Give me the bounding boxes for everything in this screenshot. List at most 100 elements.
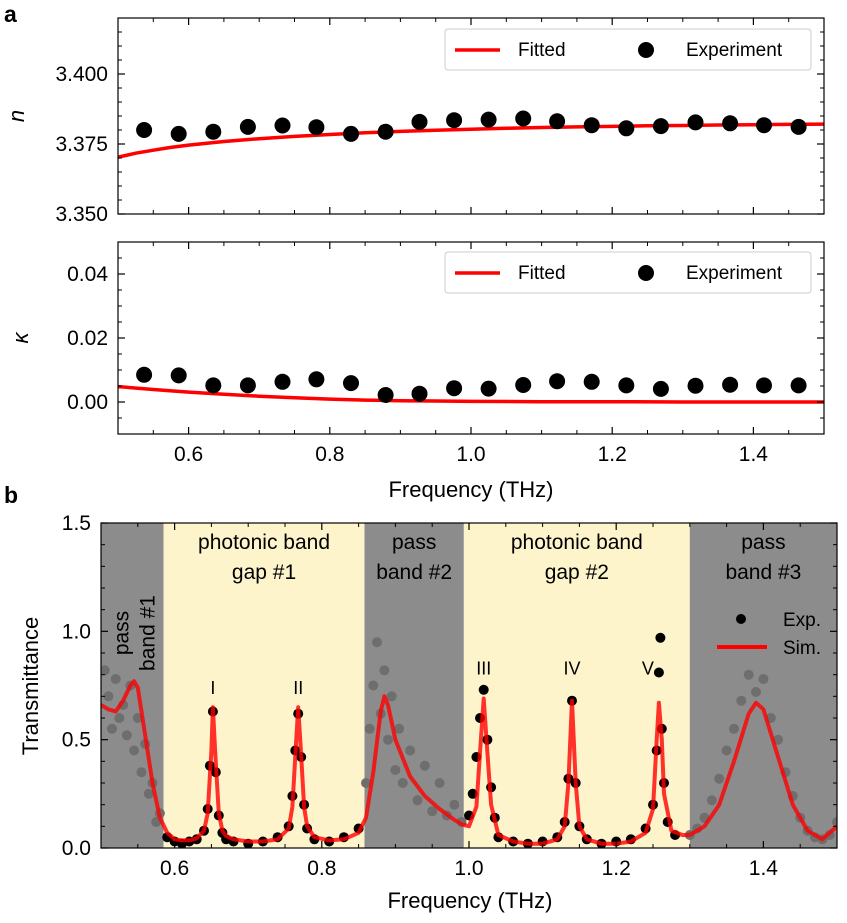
exp-point xyxy=(379,665,390,676)
experiment-point xyxy=(377,123,394,140)
experiment-point xyxy=(274,117,291,134)
experiment-point xyxy=(722,376,739,393)
exp-point xyxy=(114,713,125,723)
peak-label: I xyxy=(210,678,215,698)
exp-point xyxy=(655,632,666,643)
legend-transmittance: Exp. Sim. xyxy=(717,610,821,659)
experiment-point xyxy=(446,380,463,397)
experiment-point xyxy=(583,373,600,390)
region-gap xyxy=(163,523,365,848)
exp-point xyxy=(729,723,739,734)
ylabel-kappa: κ xyxy=(8,332,33,344)
exp-point xyxy=(405,745,416,756)
x-tick-label: 0.8 xyxy=(307,857,336,880)
experiment-point xyxy=(687,377,704,394)
exp-point xyxy=(653,667,664,678)
exp-point xyxy=(390,765,401,775)
y-tick-label: 0.04 xyxy=(67,263,108,286)
y-tick-label: 0.00 xyxy=(67,391,108,414)
y-tick-label: 3.350 xyxy=(55,203,108,226)
fitted-line xyxy=(118,122,824,159)
x-tick-label: 1.0 xyxy=(454,857,483,880)
chart-n: 3.350 3.375 3.400 n Fitted Experiment xyxy=(4,17,825,226)
region-label-line: band #3 xyxy=(725,561,801,584)
experiment-point xyxy=(756,377,772,394)
experiment-point xyxy=(308,119,325,136)
region-label-line: photonic band xyxy=(511,531,643,554)
experiment-point xyxy=(790,377,807,394)
experiment-point xyxy=(790,118,807,135)
legend-label-sim: Sim. xyxy=(783,638,821,659)
region-label-line: pass xyxy=(110,611,133,655)
experiment-point xyxy=(722,115,739,132)
experiment-point xyxy=(446,112,463,129)
y-tick-label: 1.0 xyxy=(62,620,91,643)
experiment-point xyxy=(687,114,704,131)
legend-n: Fitted Experiment xyxy=(444,28,812,71)
region-label-line: pass xyxy=(741,531,785,554)
region-label-line: gap #1 xyxy=(232,561,296,584)
legend-label-fitted: Fitted xyxy=(518,263,566,284)
experiment-point xyxy=(652,380,669,397)
experiment-point xyxy=(515,377,532,393)
region-label-line: photonic band xyxy=(198,531,330,554)
legend-swatch-experiment xyxy=(638,265,654,281)
experiment-point xyxy=(480,111,497,128)
legend-swatch-experiment xyxy=(638,42,654,58)
y-tick-label: 0.0 xyxy=(62,837,91,860)
experiment-point xyxy=(515,110,532,127)
experiment-point xyxy=(618,377,635,394)
exp-point xyxy=(412,795,423,806)
experiment-point xyxy=(411,113,428,130)
region-label-line: band #1 xyxy=(136,595,159,671)
legend-label-experiment: Experiment xyxy=(686,263,783,284)
exp-point xyxy=(110,674,121,684)
exp-point xyxy=(397,778,408,788)
experiment-point xyxy=(652,118,669,135)
x-tick-label: 1.0 xyxy=(456,443,485,466)
experiment-point xyxy=(170,367,187,384)
region-label-line: pass xyxy=(392,531,436,554)
exp-point xyxy=(832,817,837,827)
experiment-point xyxy=(480,380,497,397)
experiment-point xyxy=(239,377,256,394)
exp-point xyxy=(364,723,375,734)
y-tick-label: 1.5 xyxy=(62,512,91,535)
experiment-point xyxy=(274,373,291,390)
experiment-point xyxy=(411,385,428,402)
y-tick-label: 3.375 xyxy=(55,133,108,156)
exp-point xyxy=(101,665,110,676)
region-label-line: gap #2 xyxy=(545,561,609,584)
region-pass xyxy=(364,523,464,848)
x-tick-label: 1.2 xyxy=(602,857,631,880)
exp-point xyxy=(751,687,761,697)
experiment-point xyxy=(377,387,394,403)
exp-point xyxy=(121,730,132,741)
y-tick-label: 3.400 xyxy=(55,63,108,86)
exp-point xyxy=(103,691,114,702)
experiment-point xyxy=(618,120,635,137)
exp-point xyxy=(434,778,445,788)
exp-point xyxy=(743,669,754,680)
exp-point xyxy=(368,680,379,691)
exp-point xyxy=(383,734,393,745)
experiment-point xyxy=(583,117,600,134)
exp-point xyxy=(758,674,769,684)
experiment-point xyxy=(136,122,153,138)
exp-point xyxy=(427,806,438,817)
exp-point xyxy=(136,767,147,778)
experiment-point xyxy=(343,375,359,392)
chart-kappa: 0.00 0.02 0.04 0.6 0.8 1.0 1.2 1.4 κ Frequency … xyxy=(8,241,825,502)
exp-point xyxy=(107,723,117,734)
experiment-point xyxy=(205,123,222,140)
ylabel-n: n xyxy=(4,110,29,122)
exp-point xyxy=(372,637,382,648)
experiment-point xyxy=(549,373,566,390)
exp-point xyxy=(394,723,405,734)
xlabel-transmittance: Frequency (THz) xyxy=(387,888,552,913)
exp-point xyxy=(129,745,140,756)
peak-label: II xyxy=(293,678,303,698)
peak-label: III xyxy=(476,659,491,679)
